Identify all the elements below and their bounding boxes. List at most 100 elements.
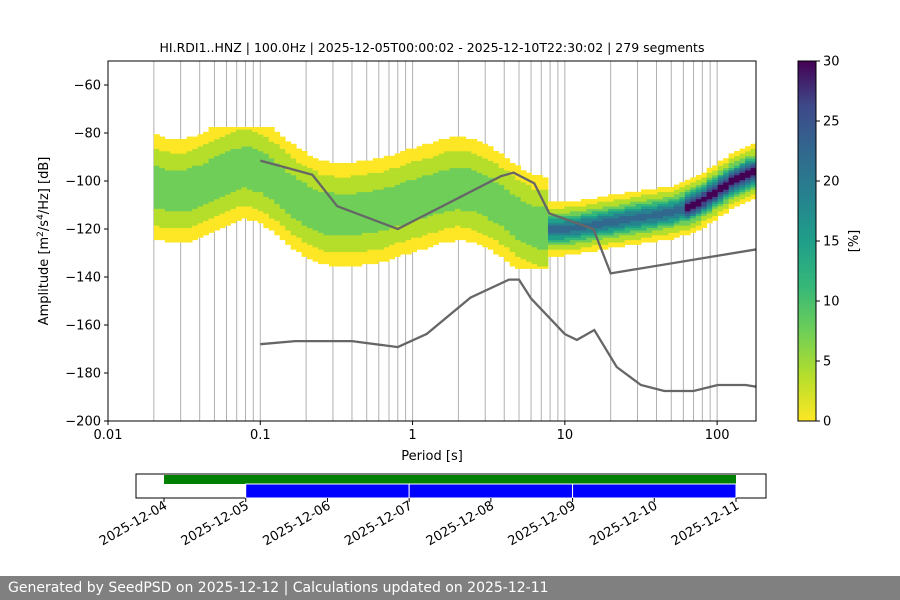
heatmap-cell (739, 167, 746, 171)
heatmap-cell (597, 223, 604, 226)
heatmap-cell (339, 203, 346, 207)
heatmap-cell (498, 227, 505, 231)
heatmap-cell (356, 184, 363, 188)
heatmap-cell (662, 213, 669, 217)
heatmap-cell (509, 247, 516, 250)
heatmap-cell (449, 194, 456, 197)
heatmap-cell (334, 191, 341, 195)
heatmap-cell (263, 189, 270, 193)
heatmap-cell (334, 242, 341, 245)
heatmap-cell (394, 251, 401, 255)
heatmap-cell (329, 254, 335, 257)
heatmap-cell (416, 167, 423, 171)
heatmap-cell (405, 213, 412, 217)
heatmap-cell (312, 175, 319, 178)
x-tick-label: 10 (557, 428, 574, 443)
heatmap-cell (164, 155, 171, 159)
heatmap-cell (465, 141, 472, 145)
heatmap-cell (164, 208, 171, 212)
heatmap-cell (411, 225, 418, 229)
heatmap-cell (597, 227, 604, 231)
heatmap-cell (181, 153, 188, 157)
heatmap-cell (296, 237, 303, 241)
heatmap-cell (493, 182, 500, 185)
heatmap-cell (214, 184, 220, 188)
heatmap-cell (230, 199, 237, 202)
heatmap-cell (279, 163, 286, 166)
heatmap-cell (345, 223, 352, 226)
heatmap-cell (684, 206, 691, 209)
heatmap-cell (323, 213, 330, 217)
heatmap-cell (153, 151, 160, 154)
heatmap-cell (465, 139, 472, 142)
heatmap-cell (668, 223, 675, 226)
heatmap-cell (646, 215, 653, 219)
heatmap-cell (422, 189, 428, 193)
heatmap-cell (547, 232, 554, 236)
heatmap-cell (296, 172, 303, 176)
heatmap-cell (690, 203, 697, 207)
heatmap-cell (547, 211, 554, 214)
heatmap-cell (509, 201, 516, 205)
heatmap-cell (181, 167, 188, 171)
heatmap-cell (339, 172, 346, 176)
heatmap-cell (329, 220, 335, 224)
heatmap-cell (307, 203, 313, 207)
heatmap-cell (591, 215, 598, 219)
heatmap-cell (745, 189, 751, 193)
heatmap-cell (197, 163, 204, 166)
heatmap-cell (684, 201, 691, 205)
heatmap-cell (246, 143, 253, 147)
heatmap-cell (219, 153, 226, 157)
heatmap-cell (290, 211, 297, 214)
heatmap-cell (257, 177, 264, 181)
heatmap-cell (153, 230, 160, 233)
heatmap-cell (542, 213, 549, 217)
heatmap-cell (493, 187, 500, 190)
heatmap-cell (383, 189, 390, 193)
heatmap-cell (734, 165, 740, 169)
heatmap-cell (279, 191, 286, 195)
heatmap-cell (515, 194, 522, 197)
heatmap-cell (476, 172, 483, 176)
heatmap-cell (476, 211, 483, 214)
heatmap-cell (203, 179, 209, 183)
heatmap-cell (164, 194, 171, 197)
heatmap-cell (181, 230, 188, 233)
heatmap-cell (323, 194, 330, 197)
heatmap-cell (230, 163, 237, 166)
heatmap-cell (334, 239, 341, 243)
heatmap-cell (520, 230, 527, 233)
heatmap-cell (164, 203, 171, 207)
heatmap-cell (301, 239, 308, 243)
heatmap-cell (329, 263, 335, 267)
heatmap-cell (750, 151, 756, 154)
heatmap-cell (230, 220, 237, 224)
heatmap-cell (449, 146, 456, 149)
heatmap-cell (252, 201, 259, 205)
heatmap-cell (498, 199, 505, 202)
heatmap-cell (263, 146, 270, 149)
heatmap-cell (257, 201, 264, 205)
heatmap-cell (153, 227, 160, 231)
heatmap-cell (433, 141, 439, 145)
heatmap-cell (356, 170, 363, 173)
heatmap-cell (219, 218, 226, 221)
heatmap-cell (285, 213, 292, 217)
heatmap-cell (662, 225, 669, 229)
heatmap-cell (159, 220, 166, 224)
heatmap-cell (175, 179, 182, 183)
heatmap-cell (279, 151, 286, 154)
heatmap-cell (679, 213, 686, 217)
heatmap-cell (257, 155, 264, 159)
heatmap-cell (400, 206, 407, 209)
heatmap-cell (263, 179, 270, 183)
heatmap-cell (225, 165, 231, 169)
heatmap-cell (186, 172, 193, 176)
heatmap-cell (701, 177, 708, 181)
heatmap-cell (214, 223, 220, 226)
heatmap-cell (400, 189, 407, 193)
heatmap-cell (312, 194, 319, 197)
heatmap-cell (170, 170, 177, 173)
heatmap-cell (449, 151, 456, 154)
